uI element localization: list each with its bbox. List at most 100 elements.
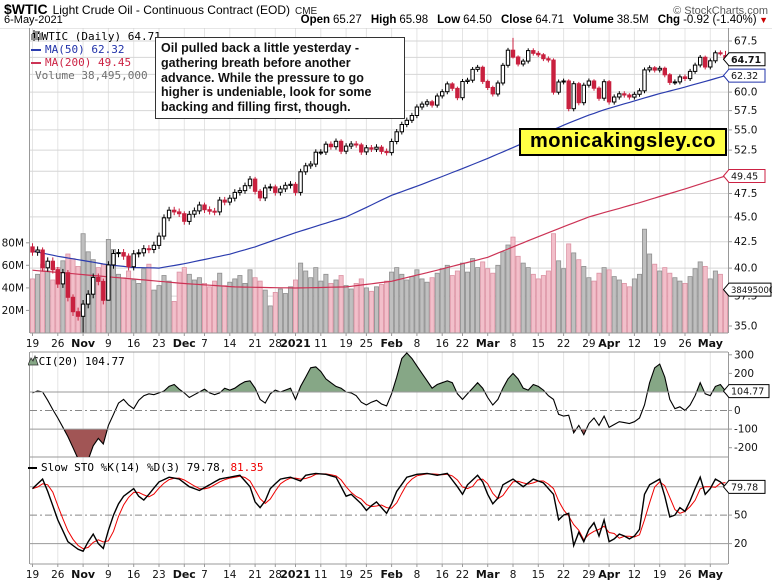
svg-text:Dec: Dec: [173, 568, 196, 581]
svg-text:47.5: 47.5: [734, 188, 757, 200]
legend-ma200-text: MA(200) 49.45: [45, 56, 132, 69]
chart-title: Light Crude Oil - Continuous Contract (E…: [52, 3, 290, 17]
candle: [101, 278, 106, 305]
svg-text:38495000: 38495000: [731, 286, 772, 296]
watermark-badge: monicakingsley.co: [519, 128, 727, 156]
candle: [698, 55, 703, 68]
legend-symbol-text: $WTIC (Daily) 64.71: [35, 30, 161, 43]
candle: [510, 37, 516, 59]
svg-text:80M: 80M: [2, 237, 24, 249]
candle: [354, 141, 359, 148]
candle: [505, 47, 511, 68]
candle: [146, 245, 152, 254]
sto-value-tag: 79.78: [722, 479, 766, 494]
svg-text:67.5: 67.5: [734, 36, 757, 48]
header-title-row: $WTIC Light Crude Oil - Continuous Contr…: [4, 1, 768, 17]
copyright: © StockCharts.com: [673, 5, 768, 17]
svg-text:8: 8: [414, 338, 421, 350]
candle: [121, 249, 126, 260]
candle: [293, 182, 298, 196]
quote-item: Volume 38.5M: [573, 14, 649, 26]
candle: [581, 82, 586, 106]
candles-layer: [30, 37, 728, 333]
candle: [177, 208, 182, 217]
candle: [682, 74, 688, 81]
candle: [156, 232, 162, 249]
svg-text:14: 14: [223, 338, 237, 350]
svg-text:26: 26: [678, 569, 692, 581]
legend-volume-text: Volume 38,495,000: [35, 69, 148, 82]
candle: [591, 79, 597, 91]
candle: [541, 53, 546, 62]
svg-text:21: 21: [248, 569, 261, 581]
candle: [202, 202, 207, 213]
svg-text:19: 19: [339, 569, 352, 581]
svg-text:20M: 20M: [2, 305, 24, 317]
candle: [166, 206, 172, 222]
svg-text:52.5: 52.5: [734, 145, 757, 157]
candle: [657, 65, 662, 73]
candle: [379, 145, 384, 155]
candle: [106, 261, 111, 301]
candle: [460, 79, 465, 101]
candle: [35, 246, 40, 256]
candle: [60, 268, 66, 288]
candle: [612, 94, 617, 105]
svg-text:55.0: 55.0: [734, 124, 757, 136]
candle: [96, 273, 101, 286]
candle: [500, 62, 506, 86]
cci-axis-labels: 300 200 0 -100 -200: [728, 349, 758, 454]
candle: [161, 214, 167, 240]
svg-text:0: 0: [734, 405, 741, 417]
candle: [429, 99, 435, 108]
sto-legend: Slow STO %K(14) %D(3) 79.78, 81.35: [28, 461, 264, 474]
svg-text:22: 22: [456, 569, 469, 581]
svg-text:Nov: Nov: [71, 337, 96, 350]
candle: [384, 148, 389, 156]
svg-text:15: 15: [532, 338, 545, 350]
candle: [222, 196, 227, 206]
candle: [551, 58, 556, 95]
svg-text:Apr: Apr: [598, 337, 620, 350]
candle: [389, 138, 394, 156]
candle: [50, 257, 55, 274]
candle: [207, 206, 212, 215]
candle: [414, 104, 420, 119]
candle: [252, 176, 258, 195]
svg-text:22: 22: [557, 338, 570, 350]
candle: [465, 77, 470, 84]
candle: [182, 211, 187, 225]
svg-text:20: 20: [734, 538, 747, 550]
candle: [318, 149, 324, 156]
svg-text:2021: 2021: [280, 568, 311, 581]
svg-text:40.0: 40.0: [734, 263, 757, 275]
close-price-tag: 64.71: [722, 52, 766, 67]
candle: [91, 273, 96, 299]
cci-legend: CCI(20) 104.77: [28, 355, 125, 368]
candle: [288, 181, 293, 189]
candle: [232, 189, 238, 202]
candle: [495, 80, 501, 97]
svg-text:7: 7: [201, 338, 208, 350]
svg-text:57.5: 57.5: [734, 105, 757, 117]
svg-text:19: 19: [26, 569, 39, 581]
svg-text:23: 23: [152, 338, 165, 350]
candle: [323, 141, 329, 155]
candle: [576, 81, 581, 106]
candle: [308, 161, 313, 169]
ma50-line: [32, 75, 726, 269]
candle: [687, 68, 693, 81]
candle: [394, 129, 399, 145]
header-quote-row: 6-May-2021 Open 65.27 High 65.98 Low 64.50 Clo…: [4, 14, 768, 26]
svg-text:12: 12: [628, 569, 641, 581]
candle: [364, 145, 369, 155]
ma50-swatch: [31, 48, 41, 51]
svg-text:-100: -100: [734, 424, 758, 436]
candle: [703, 55, 708, 70]
candle: [647, 65, 652, 73]
svg-text:62.32: 62.32: [731, 71, 758, 82]
svg-text:19: 19: [339, 338, 352, 350]
candle: [596, 86, 602, 101]
